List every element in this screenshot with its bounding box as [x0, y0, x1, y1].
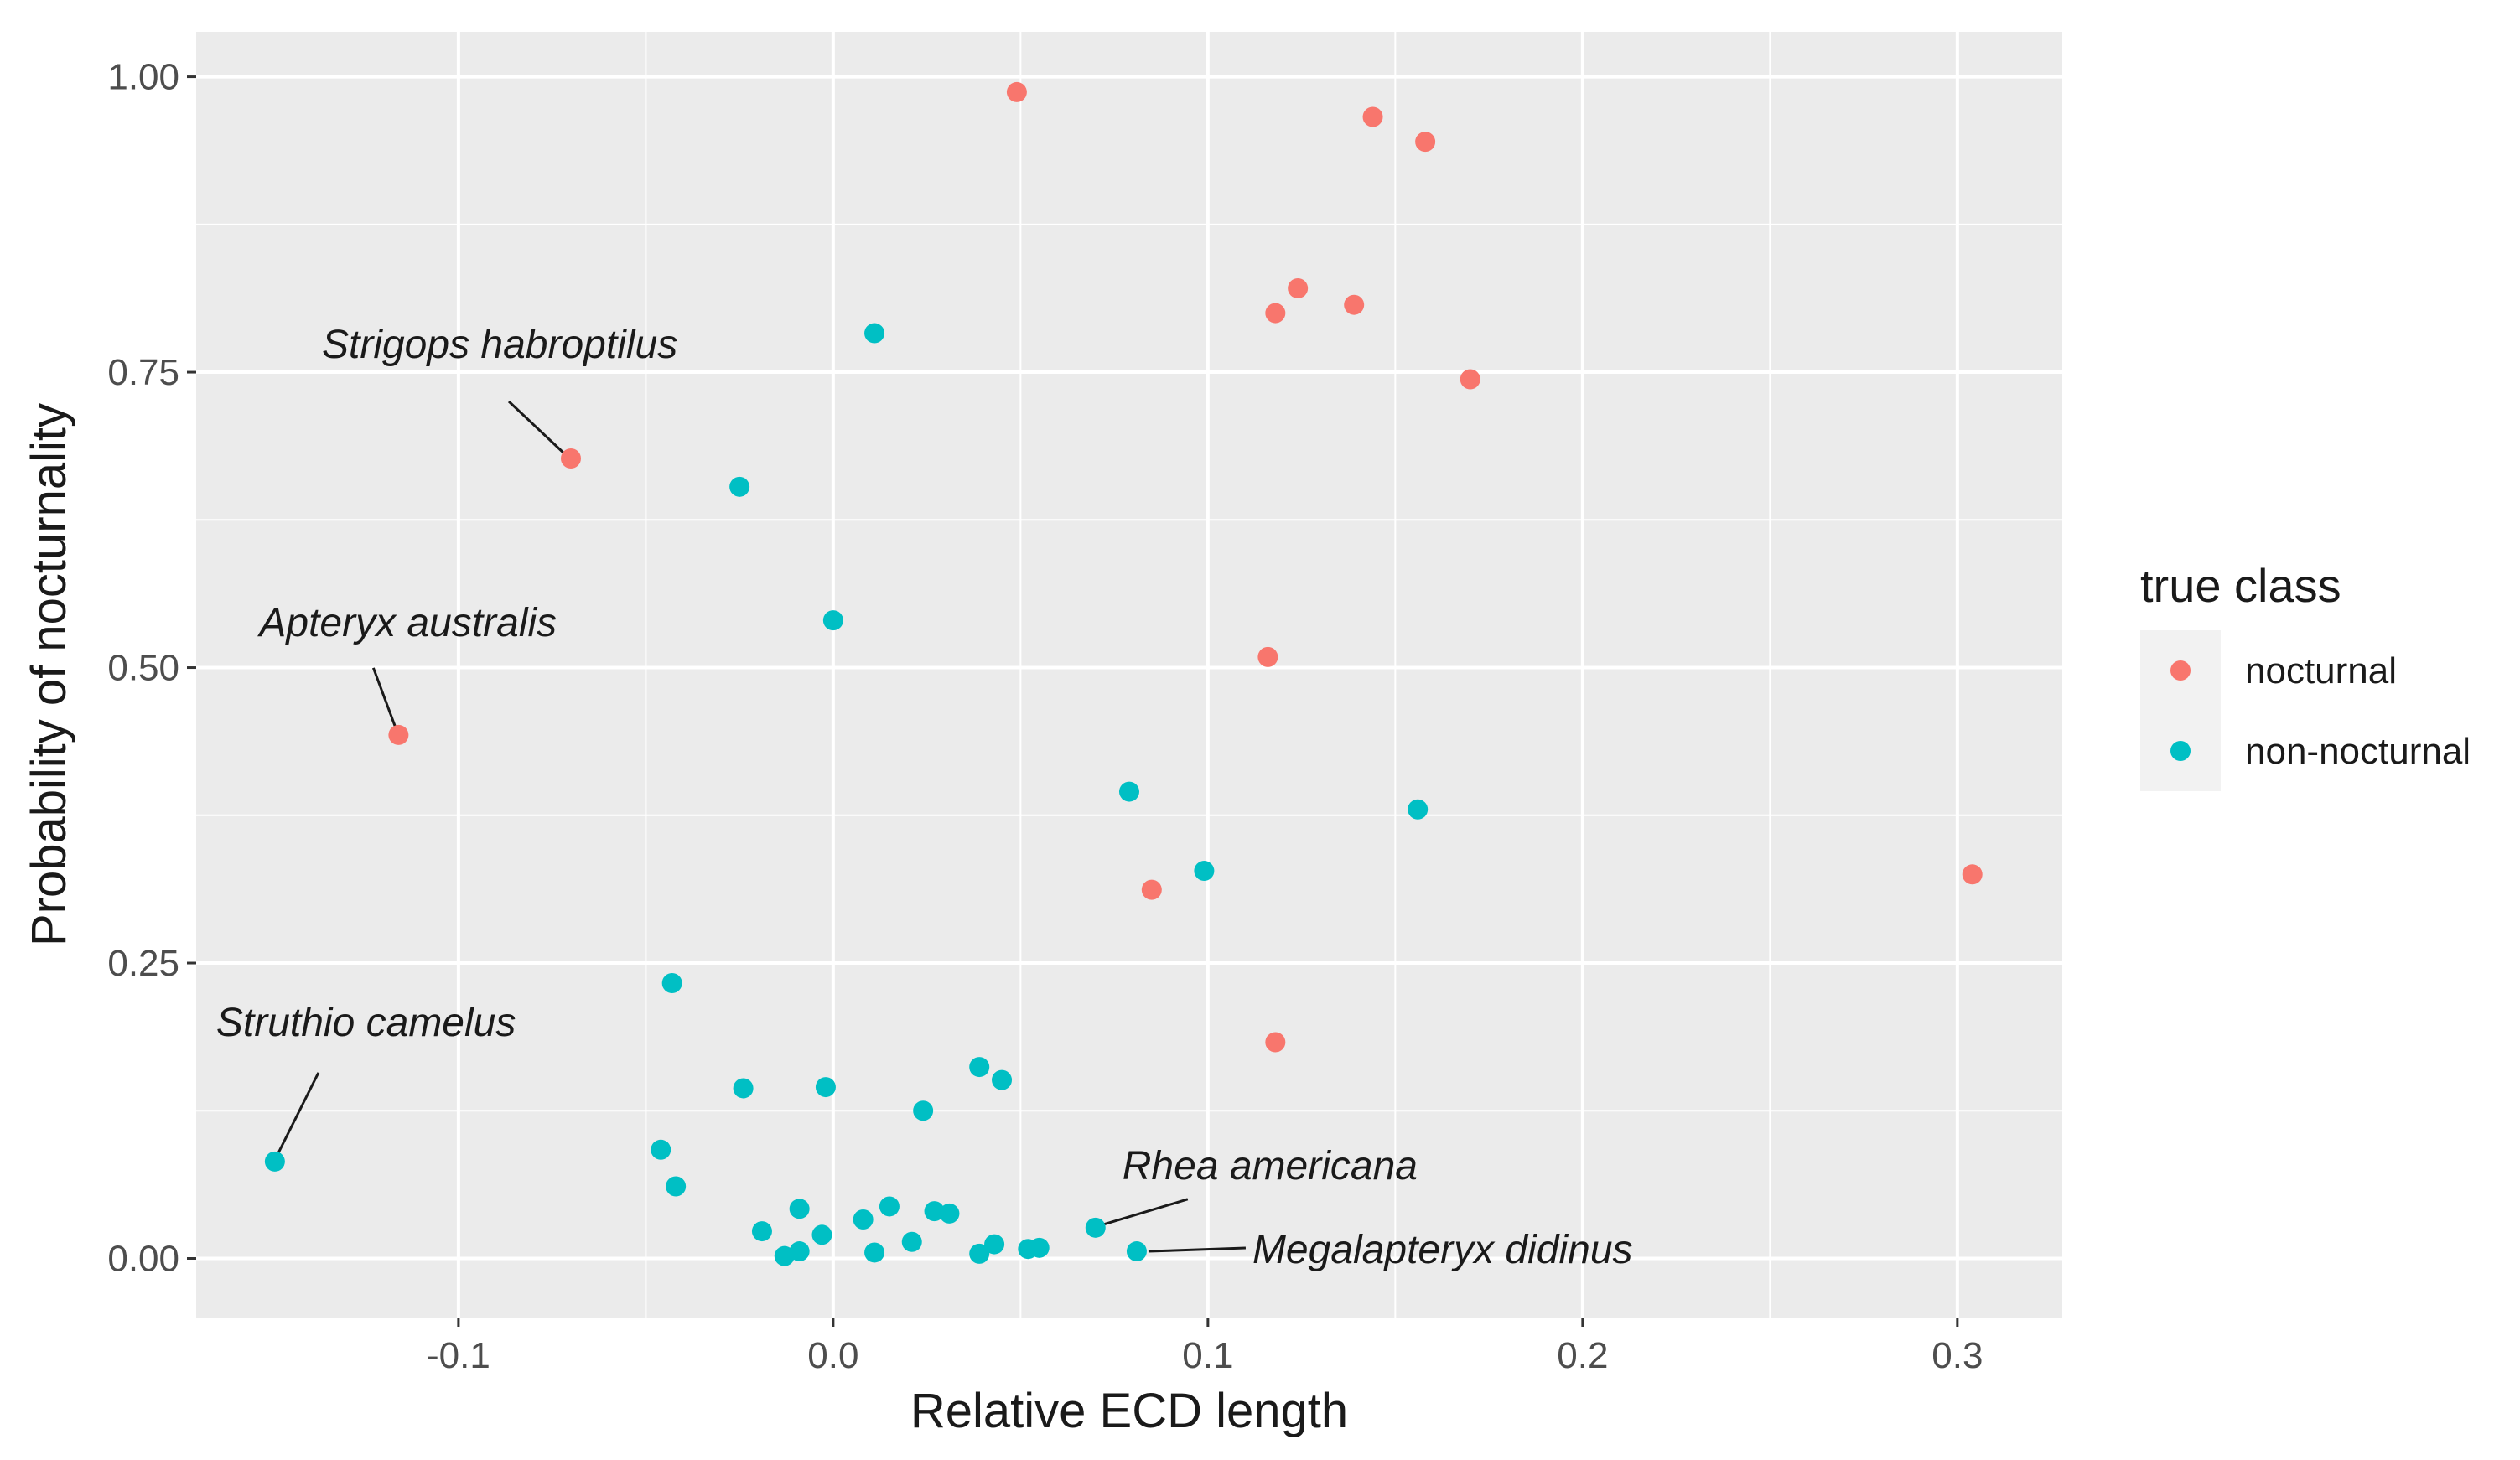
data-points — [264, 81, 1983, 1266]
non-nocturnal-point — [811, 1224, 832, 1245]
non-nocturnal-point — [751, 1221, 772, 1242]
annotation-label: Megalapteryx didinus — [1252, 1228, 1633, 1272]
non-nocturnal-point — [1085, 1217, 1106, 1238]
nocturnal-point — [1288, 277, 1309, 298]
non-nocturnal-point — [774, 1245, 795, 1266]
x-tick-label: -0.1 — [427, 1335, 490, 1376]
legend: true class nocturnal non-nocturnal — [2140, 559, 2471, 791]
non-nocturnal-point — [733, 1078, 754, 1099]
annotation-leader-line — [1103, 1198, 1189, 1226]
annotations: Strigops habroptilus Apteryx australis Str… — [216, 323, 1633, 1272]
non-nocturnal-point — [879, 1196, 900, 1217]
non-nocturnal-point — [901, 1231, 922, 1252]
legend-key-background — [2140, 630, 2221, 791]
nocturnal-point — [560, 448, 581, 469]
legend-label-non-nocturnal: non-nocturnal — [2245, 731, 2471, 772]
x-tick-label: 0.1 — [1182, 1335, 1233, 1376]
nocturnal-point — [1362, 106, 1383, 127]
non-nocturnal-point — [1018, 1239, 1039, 1260]
y-axis-title: Probability of nocturnality — [22, 403, 76, 946]
non-nocturnal-point — [661, 972, 682, 993]
nocturnal-point — [388, 724, 409, 745]
non-nocturnal-point — [913, 1100, 934, 1121]
x-tick-label: 0.3 — [1931, 1335, 1983, 1376]
non-nocturnal-point — [864, 1242, 885, 1263]
y-tick-label: 0.75 — [107, 352, 179, 393]
annotation-leaders — [277, 400, 1246, 1253]
y-axis: 0.00 0.25 0.50 0.75 1.00 — [107, 57, 196, 1280]
x-tick-label: 0.2 — [1557, 1335, 1608, 1376]
y-tick-label: 0.00 — [107, 1239, 179, 1280]
non-nocturnal-point — [939, 1203, 960, 1224]
non-nocturnal-point — [264, 1151, 285, 1172]
non-nocturnal-point — [815, 1077, 836, 1098]
nocturnal-point — [1257, 646, 1278, 667]
annotation-leader-line — [371, 667, 397, 727]
non-nocturnal-point — [729, 476, 750, 497]
non-nocturnal-point — [992, 1069, 1013, 1090]
x-tick-label: 0.0 — [807, 1335, 858, 1376]
legend-title: true class — [2140, 559, 2341, 612]
y-tick-label: 1.00 — [107, 57, 179, 98]
non-nocturnal-point — [969, 1243, 990, 1264]
x-axis: -0.1 0.0 0.1 0.2 0.3 — [427, 1318, 1983, 1376]
panel-background — [196, 32, 2062, 1318]
nocturnal-point — [1962, 864, 1983, 885]
non-nocturnal-point — [1194, 861, 1215, 882]
legend-label-nocturnal: nocturnal — [2245, 650, 2397, 691]
annotation-label: Rhea americana — [1123, 1144, 1418, 1188]
annotation-leader-line — [1148, 1246, 1246, 1253]
non-nocturnal-point — [1126, 1241, 1147, 1262]
nocturnal-point — [1141, 879, 1162, 900]
nocturnal-point — [1415, 132, 1436, 153]
non-nocturnal-point — [666, 1176, 687, 1197]
nocturnal-point — [1460, 369, 1480, 390]
annotation-label: Strigops habroptilus — [322, 323, 677, 367]
annotation-leader-line — [277, 1072, 320, 1154]
grid-major — [196, 32, 2062, 1318]
non-nocturnal-point — [1119, 781, 1139, 802]
non-nocturnal-point — [969, 1057, 990, 1078]
y-tick-label: 0.25 — [107, 943, 179, 984]
nocturnal-point — [1265, 303, 1286, 324]
annotation-leader-line — [507, 400, 566, 455]
annotation-label: Struthio camelus — [216, 1001, 516, 1045]
non-nocturnal-point — [984, 1234, 1005, 1255]
non-nocturnal-point — [822, 610, 843, 631]
y-tick-label: 0.50 — [107, 648, 179, 689]
non-nocturnal-point — [864, 323, 885, 344]
x-axis-title: Relative ECD length — [910, 1384, 1348, 1438]
non-nocturnal-point — [651, 1139, 671, 1160]
annotation-label: Apteryx australis — [257, 601, 557, 645]
legend-key-nocturnal — [2170, 660, 2191, 681]
nocturnal-point — [1344, 294, 1365, 315]
legend-key-non-nocturnal — [2170, 741, 2191, 761]
non-nocturnal-point — [853, 1209, 874, 1230]
non-nocturnal-point — [924, 1201, 945, 1222]
nocturnal-point — [1006, 81, 1027, 102]
nocturnal-point — [1265, 1032, 1286, 1053]
non-nocturnal-point — [789, 1199, 810, 1219]
grid-minor — [196, 32, 2062, 1318]
non-nocturnal-point — [1408, 799, 1429, 820]
